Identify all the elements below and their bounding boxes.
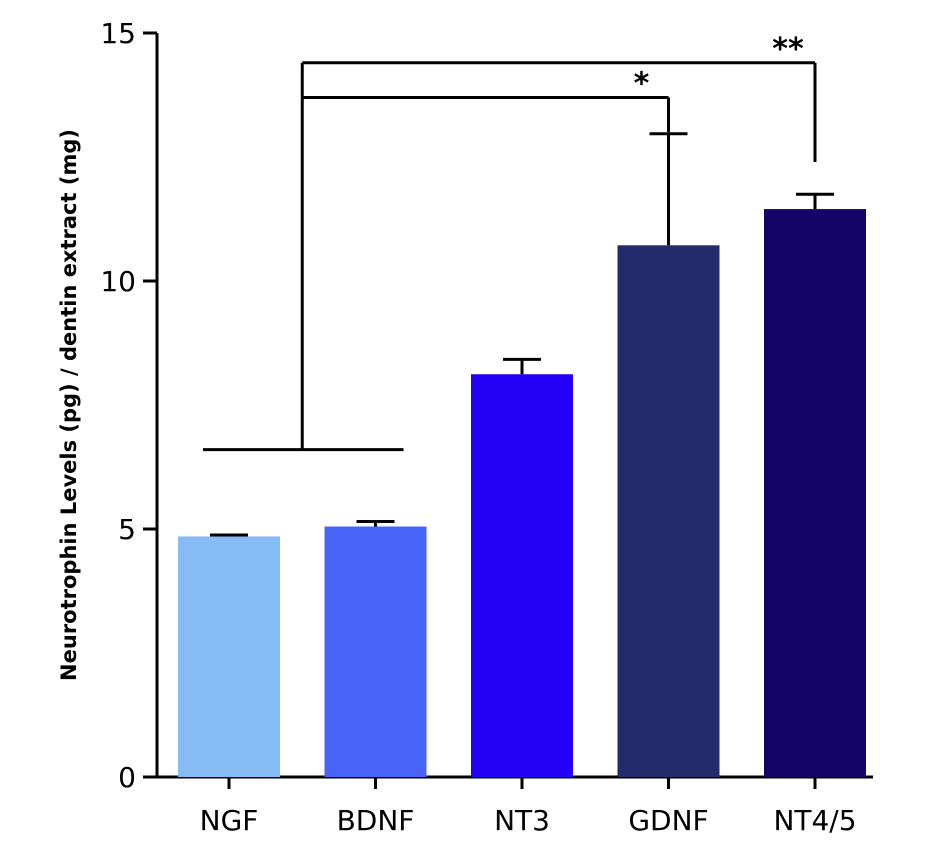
bars: [178, 209, 866, 778]
x-tick-label: NT4/5: [773, 804, 856, 837]
x-ticks: NGF BDNF NT3 GDNF NT4/5: [200, 777, 857, 837]
significance-label: **: [772, 32, 804, 67]
y-ticks: 0 5 10 15: [100, 17, 157, 794]
y-tick-label: 10: [100, 265, 136, 298]
error-bars: [210, 132, 834, 537]
y-tick-label: 5: [118, 513, 136, 546]
x-tick-label: NGF: [200, 804, 259, 837]
bar-gdnf: [617, 245, 720, 778]
y-axis: 0 5 10 15: [100, 17, 159, 794]
x-axis: NGF BDNF NT3 GDNF NT4/5: [155, 775, 873, 837]
y-axis-label: Neurotrophin Levels (pg) / dentin extrac…: [57, 129, 81, 681]
significance-label: *: [634, 66, 650, 101]
x-tick-label: GDNF: [628, 804, 708, 837]
x-tick-label: BDNF: [337, 804, 415, 837]
significance-brackets: ***: [203, 32, 817, 452]
y-tick-label: 15: [100, 17, 136, 50]
bar-nt45: [764, 209, 866, 777]
bar-nt3: [471, 374, 573, 777]
bar-bdnf: [324, 526, 427, 777]
bar-ngf: [178, 536, 280, 777]
x-tick-label: NT3: [494, 804, 550, 837]
y-tick-label: 0: [118, 761, 136, 794]
